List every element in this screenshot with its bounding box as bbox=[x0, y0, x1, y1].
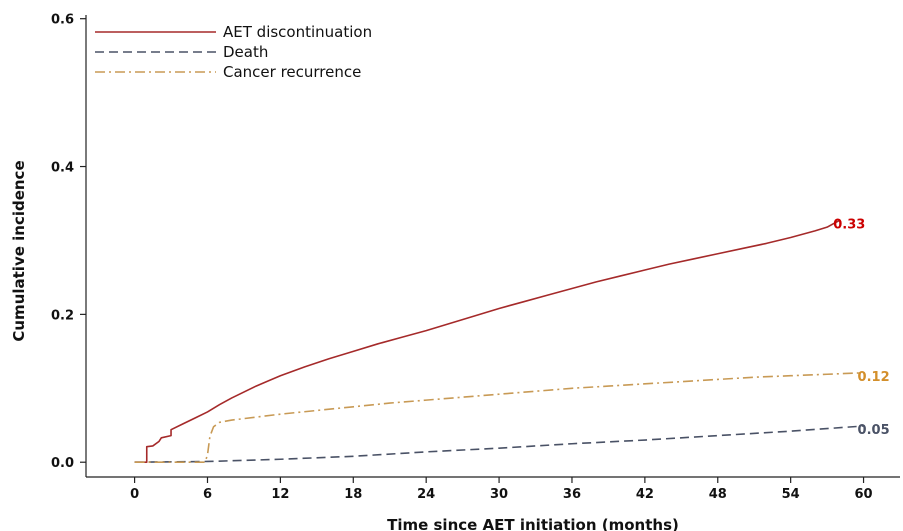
legend-label-cancer-recurrence: Cancer recurrence bbox=[223, 63, 361, 81]
end-label-aet-discontinuation: 0.33 bbox=[833, 217, 865, 232]
x-tick-label: 6 bbox=[203, 487, 212, 502]
x-tick-label: 42 bbox=[636, 487, 654, 502]
y-tick-label: 0.4 bbox=[51, 161, 74, 176]
series-line-aet-discontinuation bbox=[134, 219, 840, 464]
y-tick-label: 0.0 bbox=[51, 456, 74, 471]
legend-label-aet-discontinuation: AET discontinuation bbox=[223, 23, 372, 41]
labels-layer: 0.33 0.05 0.12 bbox=[833, 217, 889, 437]
series-line-death bbox=[134, 425, 864, 464]
legend: AET discontinuation Death Cancer recurrenc… bbox=[95, 23, 372, 81]
x-tick-label: 0 bbox=[130, 487, 139, 502]
y-axis-title: Cumulative incidence bbox=[10, 160, 28, 341]
y-tick-label: 0.2 bbox=[51, 308, 74, 323]
x-tick-label: 18 bbox=[344, 487, 362, 502]
y-tick-label: 0.6 bbox=[51, 13, 74, 28]
series-layer bbox=[134, 219, 864, 464]
end-label-death: 0.05 bbox=[858, 423, 890, 438]
x-tick-label: 12 bbox=[271, 487, 289, 502]
x-tick-label: 48 bbox=[709, 487, 727, 502]
series-line-cancer-recurrence bbox=[134, 371, 864, 464]
x-tick-label: 36 bbox=[563, 487, 581, 502]
x-axis-title: Time since AET initiation (months) bbox=[387, 516, 679, 531]
x-tick-label: 30 bbox=[490, 487, 508, 502]
x-tick-label: 60 bbox=[855, 487, 873, 502]
axes: 0.0 0.2 0.4 0.6 0 6 12 18 24 30 36 42 48 54 60 bbox=[51, 13, 900, 502]
legend-label-death: Death bbox=[223, 43, 268, 61]
end-label-cancer-recurrence: 0.12 bbox=[858, 370, 890, 385]
x-tick-label: 54 bbox=[782, 487, 800, 502]
x-tick-label: 24 bbox=[417, 487, 435, 502]
